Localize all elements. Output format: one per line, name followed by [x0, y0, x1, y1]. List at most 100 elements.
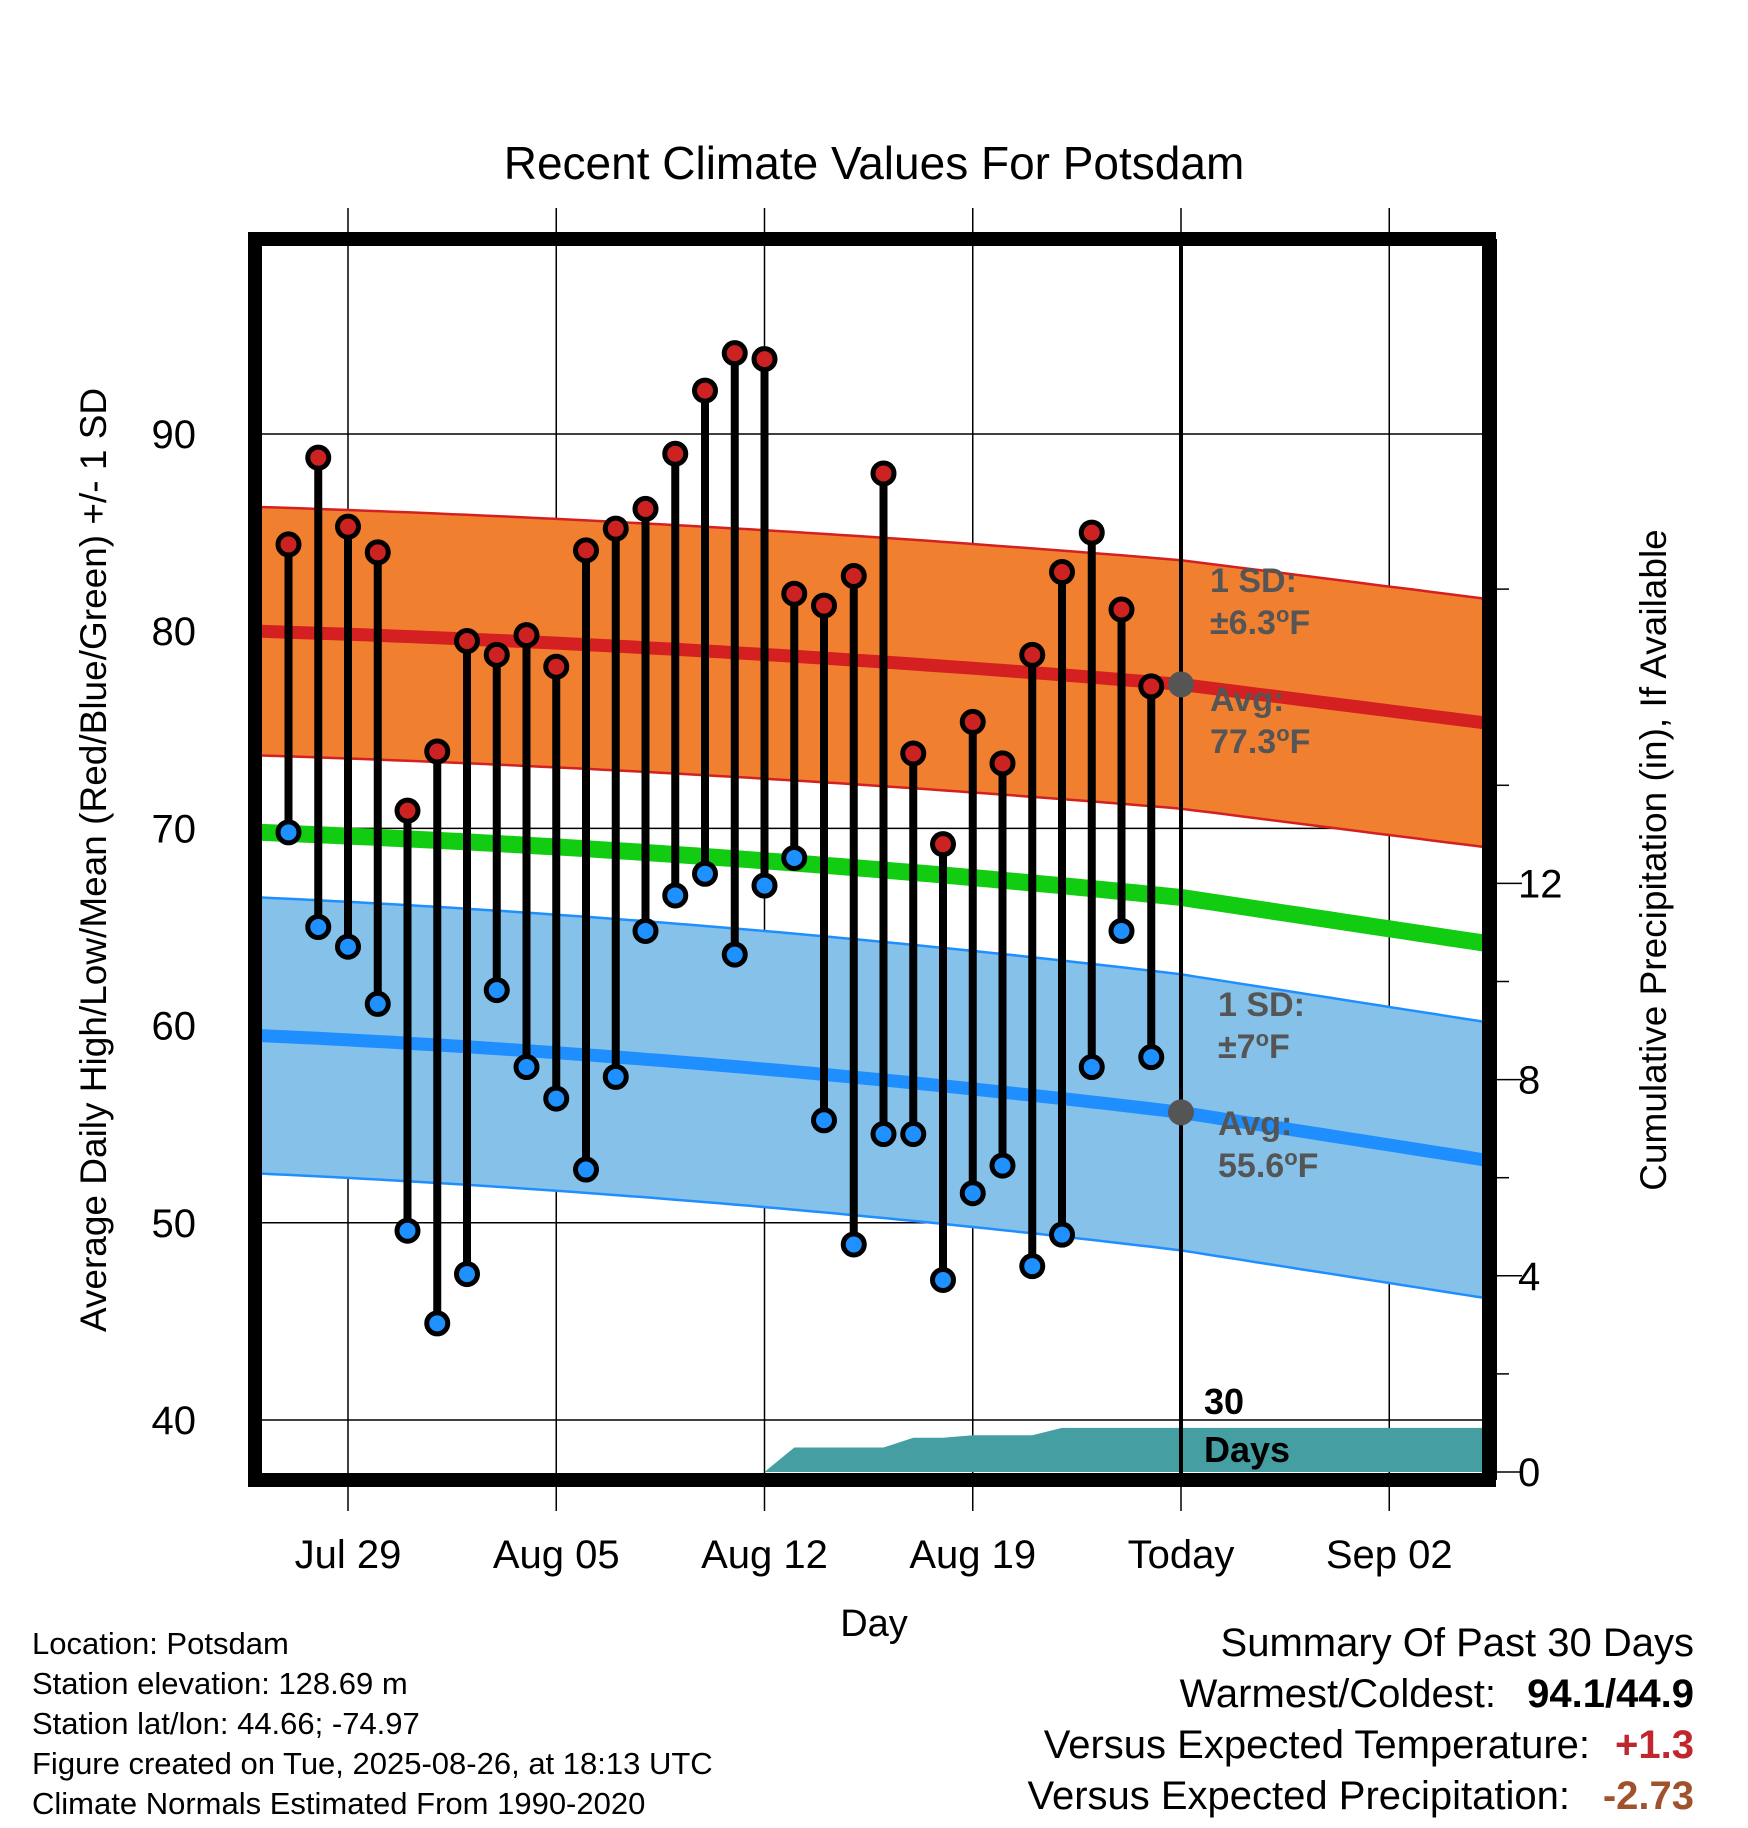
temp-label: Versus Expected Temperature: [1043, 1723, 1590, 1767]
daily-high-point [364, 539, 391, 566]
high-note-sd-label: 1 SD: [1210, 562, 1297, 600]
daily-low-point [275, 819, 302, 846]
low-note-sd-label: 1 SD: [1218, 986, 1305, 1024]
daily-high-point [632, 495, 659, 522]
low-note-sd-value: ±7oF [1218, 1026, 1290, 1066]
station-info: Location: Potsdam Station elevation: 128… [32, 1624, 713, 1824]
daily-low-point [424, 1310, 451, 1337]
daily-high-point [1049, 559, 1075, 586]
today-normal-low-marker [1168, 1099, 1194, 1126]
daily-low-point [1049, 1221, 1075, 1248]
daily-high-point [930, 831, 956, 858]
plot-frame-right-thick [1489, 239, 1497, 1480]
daily-low-point [930, 1266, 956, 1293]
y2-tick-label: 8 [1518, 1059, 1540, 1103]
summary-panel: Summary Of Past 30 Days Warmest/Coldest:… [1027, 1618, 1694, 1822]
precip-row: Versus Expected Precipitation: -2.73 [1027, 1771, 1694, 1822]
y2-tick-label: 12 [1518, 862, 1563, 906]
daily-low-point [602, 1063, 629, 1090]
precip-value: -2.73 [1602, 1774, 1694, 1818]
x-tick-label: Sep 02 [1326, 1533, 1453, 1577]
precip-area [288, 1427, 1482, 1472]
created-text: Figure created on Tue, 2025-08-26, at 18… [32, 1746, 713, 1781]
window-label-number: 30 [1204, 1381, 1244, 1422]
low-note-avg-value: 55.6oF [1218, 1145, 1318, 1185]
low-note-avg-label: Avg: [1218, 1105, 1292, 1143]
daily-low-point [900, 1121, 927, 1148]
daily-low-point [573, 1156, 599, 1183]
y-tick-label: 40 [152, 1399, 197, 1443]
daily-high-point [662, 440, 689, 467]
window-label-days: Days [1204, 1429, 1290, 1470]
daily-low-point [1108, 917, 1135, 944]
daily-low-point [483, 977, 510, 1004]
temp-value: +1.3 [1615, 1723, 1694, 1767]
daily-high-point [870, 460, 897, 487]
elevation-text: Station elevation: 128.69 m [32, 1666, 408, 1701]
x-tick-label: Aug 05 [493, 1533, 620, 1577]
daily-low-point [662, 882, 689, 909]
daily-high-point [1138, 673, 1165, 700]
daily-low-point [632, 917, 659, 944]
y-tick-label: 80 [152, 610, 197, 654]
daily-high-point [1078, 519, 1105, 546]
daily-high-point [751, 346, 778, 373]
chart-title: Recent Climate Values For Potsdam [504, 137, 1245, 189]
daily-low-point [989, 1152, 1016, 1179]
daily-high-point [721, 340, 748, 367]
y-tick-label: 70 [152, 807, 197, 851]
daily-low-point [721, 941, 748, 968]
daily-low-point [394, 1217, 421, 1244]
daily-high-point [573, 537, 599, 564]
daily-high-point [781, 580, 808, 607]
daily-low-point [959, 1180, 986, 1207]
daily-high-point [989, 750, 1016, 777]
y-tick-label: 90 [152, 413, 197, 457]
warm-cold-label: Warmest/Coldest: [1179, 1672, 1496, 1716]
daily-low-point [305, 914, 332, 940]
daily-high-point [1019, 641, 1046, 668]
location-text: Location: Potsdam [32, 1626, 289, 1661]
high-note-avg-label: Avg: [1210, 681, 1284, 719]
x-axis-label: Day [840, 1603, 908, 1645]
x-tick-label: Aug 12 [701, 1533, 828, 1577]
daily-high-point [513, 622, 540, 649]
precip-label: Versus Expected Precipitation: [1027, 1774, 1570, 1818]
temp-row: Versus Expected Temperature: +1.3 [1027, 1720, 1694, 1771]
daily-low-point [1019, 1253, 1046, 1280]
x-tick-label: Aug 19 [909, 1533, 1036, 1577]
daily-low-point [454, 1261, 480, 1288]
daily-high-point [275, 531, 302, 558]
daily-high-point [424, 738, 451, 765]
daily-low-point [1138, 1044, 1165, 1071]
warm-cold-row: Warmest/Coldest: 94.1/44.9 [1027, 1669, 1694, 1720]
daily-high-point [602, 515, 629, 542]
daily-low-point [692, 860, 718, 887]
x-tick-label: Today [1128, 1533, 1235, 1577]
daily-high-point [840, 562, 867, 589]
daily-high-point [394, 797, 421, 824]
y-axis-label: Average Daily High/Low/Mean (Red/Blue/Gr… [73, 388, 114, 1332]
daily-high-point [335, 513, 361, 540]
daily-high-point [900, 740, 927, 767]
high-note-sd-value: ±6.3oF [1210, 602, 1310, 642]
daily-high-point [454, 628, 480, 655]
daily-high-point [305, 444, 332, 471]
y2-axis-label: Cumulative Precipitation (in), If Availa… [1633, 529, 1674, 1191]
daily-low-point [840, 1231, 867, 1258]
warm-cold-value: 94.1/44.9 [1527, 1672, 1694, 1716]
daily-high-point [543, 653, 570, 680]
y2-tick-label: 0 [1518, 1451, 1540, 1495]
x-tick-label: Jul 29 [295, 1533, 402, 1577]
high-note-avg-value: 77.3oF [1210, 721, 1310, 761]
y-tick-label: 60 [152, 1005, 197, 1049]
daily-high-point [811, 592, 837, 619]
summary-title: Summary Of Past 30 Days [1220, 1621, 1694, 1665]
daily-low-point [781, 844, 808, 871]
daily-high-point [1108, 596, 1135, 623]
daily-low-point [543, 1085, 570, 1112]
today-normal-high-marker [1168, 671, 1194, 698]
daily-low-point [364, 990, 391, 1017]
